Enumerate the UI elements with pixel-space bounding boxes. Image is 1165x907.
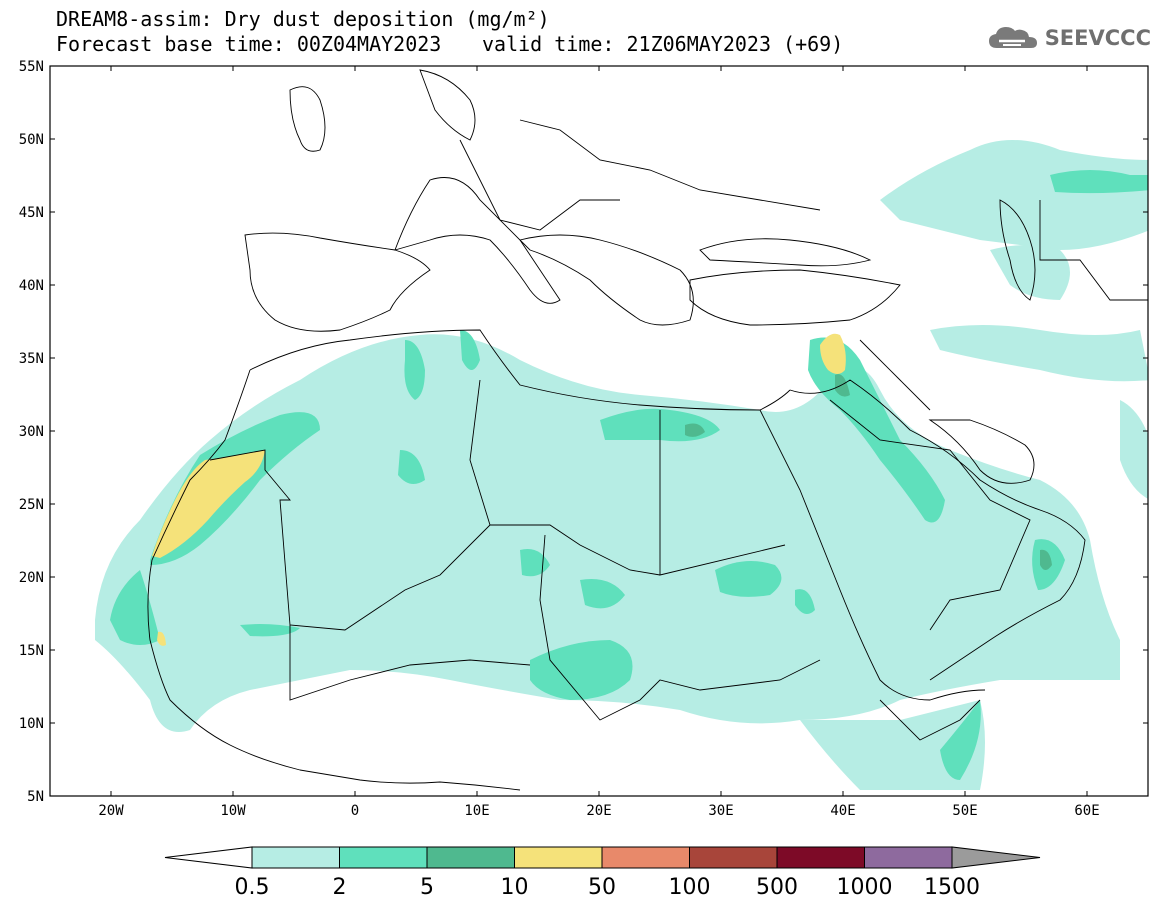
coastline-turkey — [689, 269, 901, 326]
border-libya-egypt — [659, 410, 786, 576]
border-algeria-libya — [469, 379, 491, 526]
lat-tick-label: 10N — [19, 716, 44, 732]
legend-swatch — [776, 846, 865, 869]
dust-shading-layer — [95, 140, 1148, 790]
legend-label: 10 — [501, 875, 529, 900]
border-sudan — [539, 534, 821, 721]
map-title: DREAM8-assim: Dry dust deposition (mg/m²… — [56, 7, 550, 31]
deposition-level-3-area — [685, 374, 1052, 570]
legend-swatch — [864, 846, 953, 869]
lat-tick-label: 55N — [19, 59, 44, 75]
cloud-logo-icon — [988, 27, 1037, 48]
legend-label: 1000 — [837, 875, 893, 900]
legend-swatch — [339, 846, 428, 869]
lat-tick-label: 45N — [19, 205, 44, 221]
border-central-asia — [1039, 200, 1148, 301]
legend-swatch — [514, 846, 603, 869]
legend-label: 500 — [756, 875, 798, 900]
lat-tick-label: 5N — [27, 789, 44, 805]
brand-logo: SEEVCCC — [987, 24, 1151, 52]
lat-tick-label: 40N — [19, 278, 44, 294]
coastline-scandinavia — [419, 69, 476, 141]
legend-label: 2 — [333, 875, 347, 900]
legend-label: 0.5 — [235, 875, 270, 900]
valid-time: valid time: 21Z06MAY2023 (+69) — [482, 32, 844, 56]
coastline-red-sea — [759, 409, 986, 701]
lat-tick-label: 50N — [19, 132, 44, 148]
legend-label: 5 — [420, 875, 434, 900]
legend-swatch — [689, 846, 778, 869]
longitude-axis: 20W 10W 0 10E 20E 30E 40E 50E 60E — [98, 66, 1100, 819]
lon-tick-label: 20W — [98, 803, 124, 819]
coastline-black-sea — [699, 238, 872, 267]
lon-tick-label: 30E — [708, 803, 733, 819]
coastline-layer — [147, 69, 1148, 791]
brand-name: SEEVCCC — [1044, 26, 1151, 50]
legend-over-arrow — [951, 846, 1041, 869]
forecast-base-time: Forecast base time: 00Z04MAY2023 — [56, 32, 442, 56]
lon-tick-label: 0 — [351, 803, 359, 819]
legend-under-arrow — [164, 846, 253, 869]
lat-tick-label: 35N — [19, 351, 44, 367]
legend-swatch — [601, 846, 690, 869]
lon-tick-label: 60E — [1074, 803, 1099, 819]
border-sahel — [289, 625, 531, 701]
coastline-balkans — [519, 234, 694, 326]
border-iraq-iran — [859, 339, 931, 411]
coastline-gulf — [928, 419, 1035, 484]
legend-label: 1500 — [924, 875, 980, 900]
lat-tick-label: 15N — [19, 643, 44, 659]
border-europe-east — [519, 119, 821, 211]
coastline-west-africa — [147, 369, 521, 791]
lat-tick-label: 20N — [19, 570, 44, 586]
lat-tick-label: 30N — [19, 424, 44, 440]
legend-swatch — [426, 846, 515, 869]
lon-tick-label: 50E — [952, 803, 977, 819]
coastline-arabia — [789, 379, 1086, 681]
coastline-france-italy — [394, 177, 561, 304]
coastline-iberia — [244, 232, 431, 332]
border-sahara-west — [209, 449, 661, 631]
color-legend: 0.5 2 5 10 50 100 500 1000 1500 — [164, 846, 1041, 900]
legend-label: 100 — [669, 875, 711, 900]
coastline-caspian — [999, 199, 1036, 301]
border-arabia — [829, 399, 1031, 631]
lon-tick-label: 20E — [586, 803, 611, 819]
lon-tick-label: 10W — [220, 803, 246, 819]
deposition-level-4-area — [152, 333, 846, 646]
coastline-uk — [289, 86, 326, 152]
latitude-axis: 5N 10N 15N 20N 25N 30N 35N 40N 45N 50N 55N — [19, 59, 1148, 805]
border-horn — [879, 699, 981, 741]
lat-tick-label: 25N — [19, 497, 44, 513]
lon-tick-label: 40E — [830, 803, 855, 819]
legend-swatch — [251, 846, 340, 869]
lon-tick-label: 10E — [464, 803, 489, 819]
coastline-north-africa — [249, 329, 791, 411]
border-europe-central — [459, 139, 620, 231]
legend-label: 50 — [588, 875, 616, 900]
